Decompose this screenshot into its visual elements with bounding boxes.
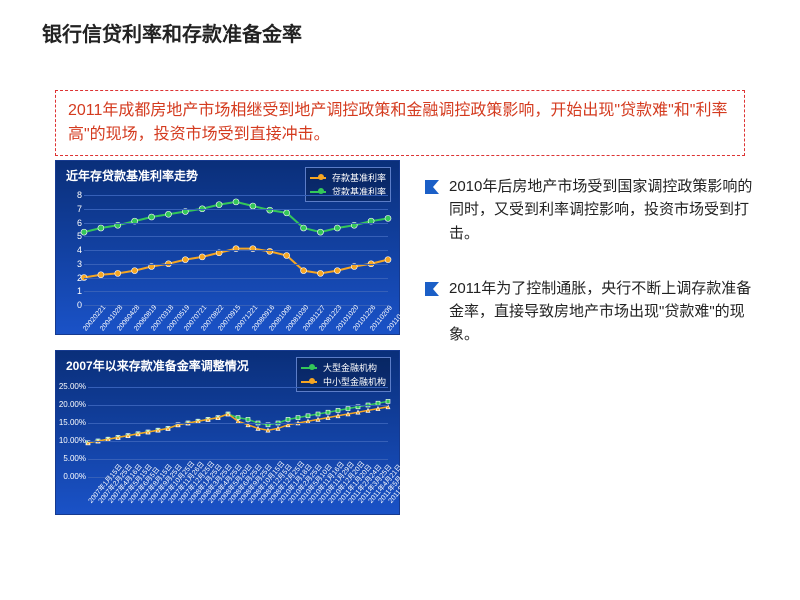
chart-reserve-ratio: 2007年以来存款准备金率调整情况 大型金融机构中小型金融机构 0.00%5.0… — [55, 350, 400, 515]
flag-icon — [425, 178, 439, 245]
highlight-box: 2011年成都房地产市场相继受到地产调控政策和金融调控政策影响，开始出现"贷款难… — [55, 90, 745, 156]
bullet-item: 2010年后房地产市场受到国家调控政策影响的同时，又受到利率调控影响，投资市场受… — [425, 175, 760, 245]
chart1-plot: 0123456782002022120041028200604282006081… — [84, 195, 388, 305]
bullet-item: 2011年为了控制通胀，央行不断上调存款准备金率，直接导致房地产市场出现"贷款难… — [425, 277, 760, 347]
highlight-text: 2011年成都房地产市场相继受到地产调控政策和金融调控政策影响，开始出现"贷款难… — [68, 102, 727, 143]
chart-interest-rate: 近年存贷款基准利率走势 存款基准利率贷款基准利率 012345678200202… — [55, 160, 400, 335]
legend-item: 存款基准利率 — [310, 171, 386, 184]
bullet-list: 2010年后房地产市场受到国家调控政策影响的同时，又受到利率调控影响，投资市场受… — [425, 175, 760, 379]
flag-icon — [425, 280, 439, 347]
chart2-plot: 0.00%5.00%10.00%15.00%20.00%25.00%2007年1… — [88, 387, 388, 477]
legend-item: 大型金融机构 — [301, 361, 386, 374]
bullet-text: 2010年后房地产市场受到国家调控政策影响的同时，又受到利率调控影响，投资市场受… — [449, 175, 760, 245]
bullet-text: 2011年为了控制通胀，央行不断上调存款准备金率，直接导致房地产市场出现"贷款难… — [449, 277, 760, 347]
page-title: 银行信贷利率和存款准备金率 — [42, 18, 302, 47]
